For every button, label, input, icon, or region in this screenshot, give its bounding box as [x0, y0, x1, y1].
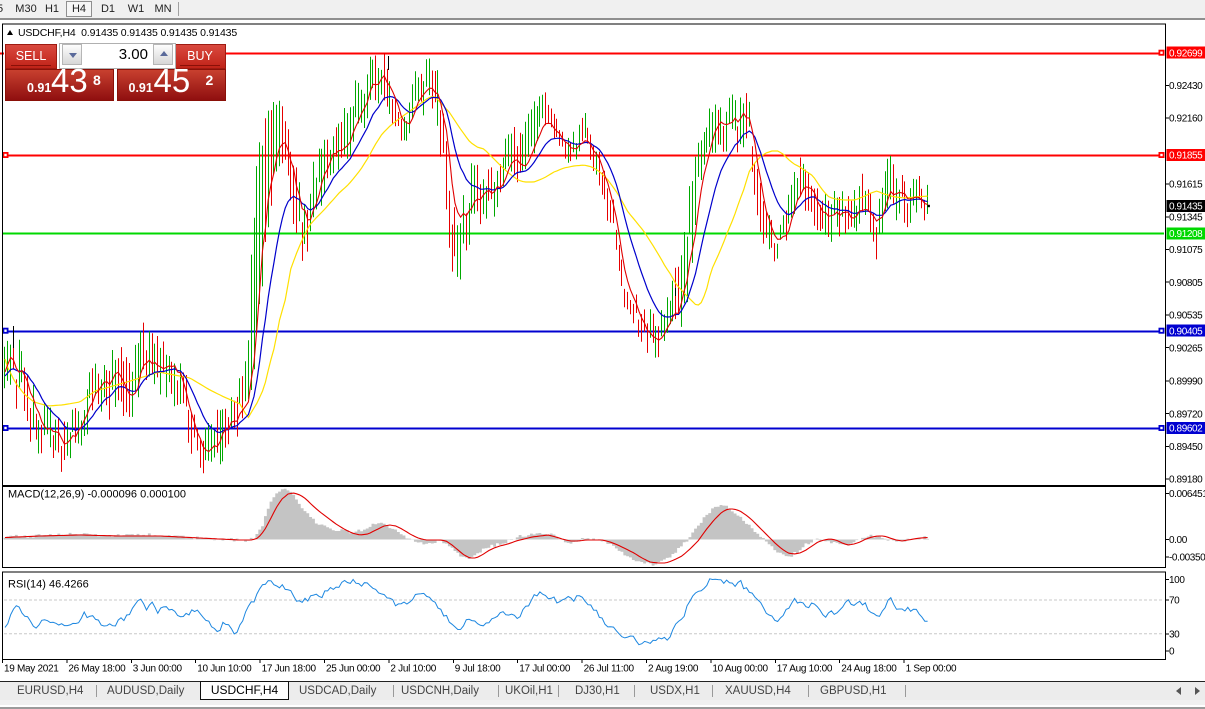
- svg-text:1 Sep 00:00: 1 Sep 00:00: [906, 664, 957, 675]
- svg-text:19 May 2021: 19 May 2021: [4, 664, 59, 675]
- svg-text:3 Jun 00:00: 3 Jun 00:00: [133, 664, 183, 675]
- svg-text:0.90535: 0.90535: [1169, 311, 1203, 322]
- svg-text:0.90265: 0.90265: [1169, 343, 1203, 354]
- svg-text:0.91345: 0.91345: [1169, 212, 1203, 223]
- svg-text:0.89602: 0.89602: [1169, 424, 1203, 435]
- svg-text:0.006451: 0.006451: [1169, 489, 1205, 500]
- svg-text:70: 70: [1169, 596, 1180, 607]
- svg-text:0.92160: 0.92160: [1169, 114, 1203, 125]
- svg-text:RSI(14) 46.4266: RSI(14) 46.4266: [8, 579, 89, 591]
- svg-text:17 Jun 18:00: 17 Jun 18:00: [262, 664, 317, 675]
- svg-text:0: 0: [1169, 647, 1175, 658]
- svg-text:0.90405: 0.90405: [1169, 326, 1203, 337]
- svg-text:24 Aug 18:00: 24 Aug 18:00: [841, 664, 897, 675]
- svg-text:0.92699: 0.92699: [1169, 48, 1203, 59]
- svg-text:26 Jul 11:00: 26 Jul 11:00: [584, 664, 635, 675]
- svg-text:0.91208: 0.91208: [1169, 229, 1203, 240]
- svg-text:0.91855: 0.91855: [1169, 151, 1203, 162]
- svg-text:-0.00350: -0.00350: [1169, 553, 1205, 564]
- svg-text:30: 30: [1169, 629, 1180, 640]
- svg-text:10 Aug 00:00: 10 Aug 00:00: [712, 664, 768, 675]
- svg-text:0.89990: 0.89990: [1169, 377, 1203, 388]
- svg-text:17 Aug 10:00: 17 Aug 10:00: [777, 664, 833, 675]
- svg-text:0.89450: 0.89450: [1169, 442, 1203, 453]
- svg-text:2 Aug 19:00: 2 Aug 19:00: [648, 664, 699, 675]
- svg-text:0.89180: 0.89180: [1169, 475, 1203, 486]
- svg-text:0.91075: 0.91075: [1169, 245, 1203, 256]
- svg-text:10 Jun 10:00: 10 Jun 10:00: [197, 664, 252, 675]
- svg-text:0.00: 0.00: [1169, 535, 1188, 546]
- svg-text:26 May 18:00: 26 May 18:00: [68, 664, 126, 675]
- svg-text:25 Jun 00:00: 25 Jun 00:00: [326, 664, 381, 675]
- svg-text:2 Jul 10:00: 2 Jul 10:00: [390, 664, 436, 675]
- svg-text:0.91435: 0.91435: [1169, 202, 1203, 213]
- svg-text:0.91615: 0.91615: [1169, 180, 1203, 191]
- svg-text:0.90805: 0.90805: [1169, 278, 1203, 289]
- svg-text:9 Jul 18:00: 9 Jul 18:00: [455, 664, 501, 675]
- svg-text:100: 100: [1169, 575, 1185, 586]
- svg-text:MACD(12,26,9) -0.000096 0.0001: MACD(12,26,9) -0.000096 0.000100: [8, 489, 186, 501]
- svg-text:17 Jul 00:00: 17 Jul 00:00: [519, 664, 571, 675]
- svg-text:0.89720: 0.89720: [1169, 409, 1203, 420]
- svg-text:0.92430: 0.92430: [1169, 81, 1203, 92]
